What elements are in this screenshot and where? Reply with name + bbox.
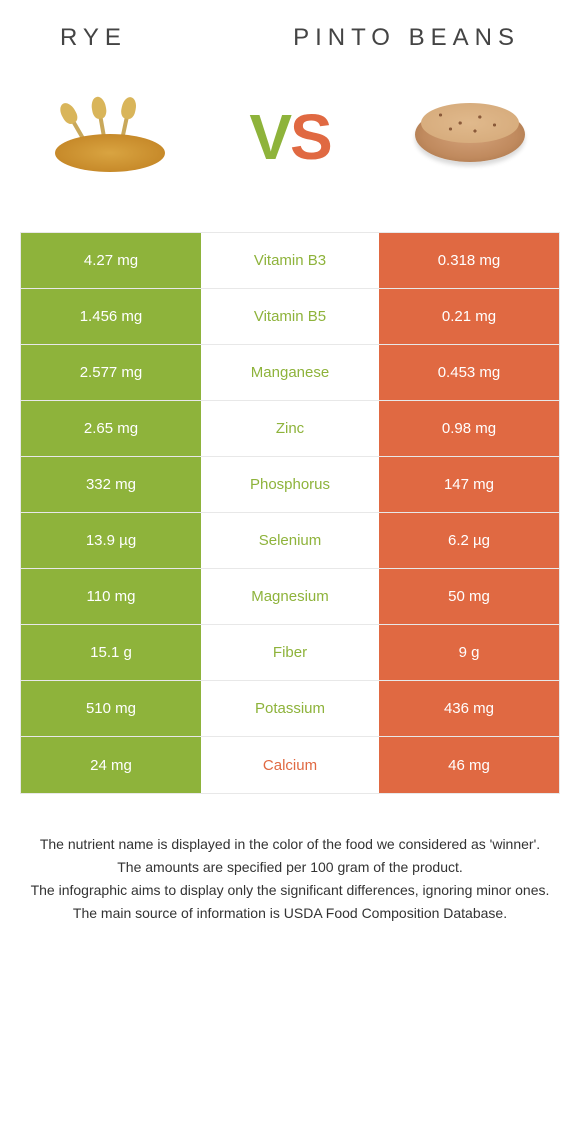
footer-line: The nutrient name is displayed in the co… <box>30 834 550 855</box>
left-value-cell: 4.27 mg <box>21 233 201 288</box>
table-row: 4.27 mgVitamin B30.318 mg <box>21 233 559 289</box>
left-value-cell: 510 mg <box>21 681 201 736</box>
rye-icon <box>45 102 175 172</box>
table-row: 110 mgMagnesium50 mg <box>21 569 559 625</box>
nutrient-label-cell: Fiber <box>201 625 379 680</box>
left-value-cell: 1.456 mg <box>21 289 201 344</box>
table-row: 13.9 µgSelenium6.2 µg <box>21 513 559 569</box>
left-value-cell: 2.65 mg <box>21 401 201 456</box>
right-food-title: PINTO BEANS <box>293 24 520 52</box>
nutrient-label-cell: Zinc <box>201 401 379 456</box>
left-value-cell: 2.577 mg <box>21 345 201 400</box>
nutrient-table: 4.27 mgVitamin B30.318 mg1.456 mgVitamin… <box>20 232 560 794</box>
right-value-cell: 0.453 mg <box>379 345 559 400</box>
nutrient-label-cell: Vitamin B3 <box>201 233 379 288</box>
footer-line: The main source of information is USDA F… <box>30 903 550 924</box>
beans-icon <box>405 97 535 177</box>
left-food-title: RYE <box>60 24 127 52</box>
right-value-cell: 147 mg <box>379 457 559 512</box>
images-row: VS <box>0 52 580 232</box>
vs-v: V <box>249 101 290 173</box>
right-value-cell: 0.318 mg <box>379 233 559 288</box>
nutrient-label-cell: Potassium <box>201 681 379 736</box>
footer-line: The amounts are specified per 100 gram o… <box>30 857 550 878</box>
right-value-cell: 436 mg <box>379 681 559 736</box>
right-value-cell: 6.2 µg <box>379 513 559 568</box>
rye-image <box>40 87 180 187</box>
left-value-cell: 332 mg <box>21 457 201 512</box>
nutrient-label-cell: Magnesium <box>201 569 379 624</box>
nutrient-label-cell: Calcium <box>201 737 379 793</box>
vs-s: S <box>290 101 331 173</box>
header: RYE PINTO BEANS <box>0 0 580 52</box>
left-value-cell: 24 mg <box>21 737 201 793</box>
table-row: 24 mgCalcium46 mg <box>21 737 559 793</box>
right-value-cell: 9 g <box>379 625 559 680</box>
footer-notes: The nutrient name is displayed in the co… <box>0 794 580 924</box>
table-row: 510 mgPotassium436 mg <box>21 681 559 737</box>
nutrient-label-cell: Manganese <box>201 345 379 400</box>
table-row: 1.456 mgVitamin B50.21 mg <box>21 289 559 345</box>
right-value-cell: 0.98 mg <box>379 401 559 456</box>
table-row: 15.1 gFiber9 g <box>21 625 559 681</box>
nutrient-label-cell: Selenium <box>201 513 379 568</box>
table-row: 332 mgPhosphorus147 mg <box>21 457 559 513</box>
right-value-cell: 50 mg <box>379 569 559 624</box>
left-value-cell: 15.1 g <box>21 625 201 680</box>
nutrient-label-cell: Vitamin B5 <box>201 289 379 344</box>
vs-label: VS <box>249 100 330 174</box>
pinto-beans-image <box>400 87 540 187</box>
left-value-cell: 110 mg <box>21 569 201 624</box>
nutrient-label-cell: Phosphorus <box>201 457 379 512</box>
table-row: 2.577 mgManganese0.453 mg <box>21 345 559 401</box>
left-value-cell: 13.9 µg <box>21 513 201 568</box>
right-value-cell: 46 mg <box>379 737 559 793</box>
right-value-cell: 0.21 mg <box>379 289 559 344</box>
footer-line: The infographic aims to display only the… <box>30 880 550 901</box>
table-row: 2.65 mgZinc0.98 mg <box>21 401 559 457</box>
